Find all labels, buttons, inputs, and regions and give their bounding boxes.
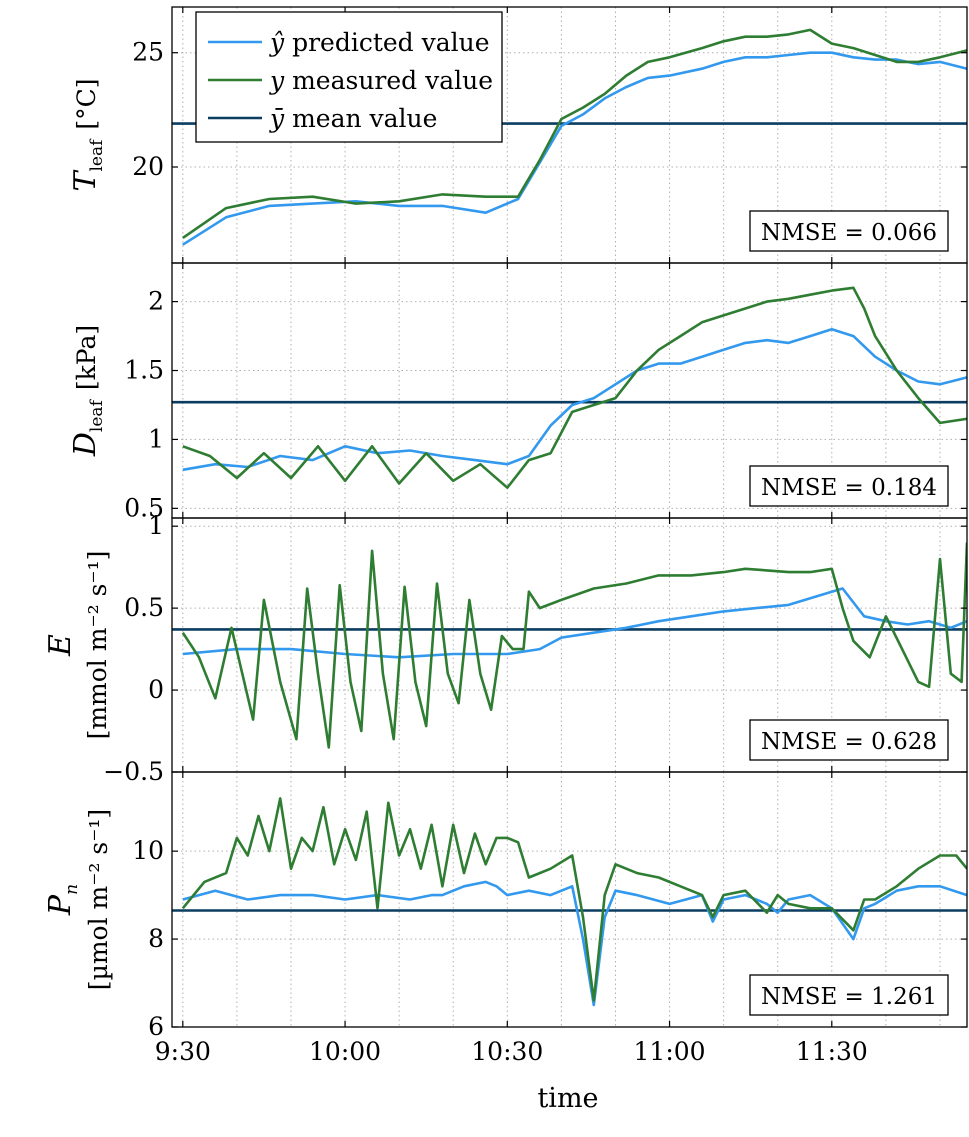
nmse-box — [749, 465, 949, 507]
y-tick-label: 1 — [148, 511, 164, 540]
y-axis-title: Tleaf [°C] — [68, 78, 107, 191]
x-axis-title: time — [537, 1083, 598, 1114]
y-axis-title: Pn[µmol m⁻² s⁻¹] — [43, 809, 113, 990]
y-axis-unit: [mmol m⁻² s⁻¹] — [83, 551, 112, 740]
legend-label-predicted: ŷ predicted value — [269, 28, 490, 57]
panel-4: 6 8 10 Pn[µmol m⁻² s⁻¹] NMSE = 1.261 — [43, 771, 968, 1041]
y-axis-title: E [mmol m⁻² s⁻¹] — [43, 551, 112, 740]
y-tick-label: 8 — [148, 924, 164, 953]
y-axis-subscript: n — [62, 884, 82, 895]
legend-symbol: ȳ — [269, 104, 292, 133]
legend-label-mean: ȳ mean value — [269, 104, 437, 133]
series-line-measured — [181, 542, 967, 749]
panel-frame — [171, 771, 968, 1028]
y-axis-subscript: leaf — [87, 398, 107, 432]
legend-symbol: ŷ — [269, 28, 292, 57]
x-tick-label: 10:00 — [309, 1037, 381, 1066]
legend-label-measured: y measured value — [269, 66, 493, 95]
y-tick-label: 6 — [148, 1012, 164, 1041]
nmse-label: NMSE = 0.066 — [761, 220, 937, 246]
y-axis-unit: [µmol m⁻² s⁻¹] — [84, 809, 113, 990]
panel-1: 20 25 Tleaf [°C] NMSE = 0.066 — [68, 6, 968, 264]
x-tick-label: 11:30 — [796, 1037, 868, 1066]
series-line-measured — [182, 28, 967, 239]
series-line-predicted — [182, 880, 967, 1007]
series-line-measured — [181, 797, 967, 1002]
x-tick-label: 11:00 — [634, 1037, 706, 1066]
nmse-box — [749, 719, 949, 761]
legend-text: mean value — [292, 104, 437, 133]
series-group — [182, 286, 967, 489]
series-line-predicted — [182, 51, 967, 246]
y-axis-title: Dleaf [kPa] — [68, 325, 107, 457]
nmse-box — [749, 974, 949, 1016]
y-tick-label: 20 — [132, 152, 164, 181]
y-tick-label: 25 — [132, 38, 164, 67]
y-tick-label: 1 — [148, 424, 164, 453]
x-tick-label: 10:30 — [471, 1037, 543, 1066]
series-line-predicted — [182, 587, 967, 659]
y-tick-label: 2 — [148, 287, 164, 316]
nmse-label: NMSE = 1.261 — [761, 984, 937, 1010]
y-axis-symbol: T — [68, 170, 103, 192]
y-tick-label: 10 — [132, 836, 164, 865]
y-tick-label: 0.5 — [124, 593, 164, 622]
series-line-predicted — [182, 327, 967, 472]
legend-box — [195, 11, 503, 143]
nmse-label: NMSE = 0.184 — [761, 475, 937, 501]
y-axis-unit: [kPa] — [72, 325, 101, 390]
y-axis-symbol: D — [68, 432, 103, 457]
y-axis-symbol: E — [43, 634, 78, 657]
series-group — [182, 28, 967, 246]
legend-text: predicted value — [292, 28, 489, 57]
series-group — [181, 797, 967, 1007]
series-group — [181, 542, 967, 749]
panel-3: −0.5 0 0.5 1 E [mmol m⁻² s⁻¹] NMSE = 0.628 — [43, 511, 968, 786]
legend-text: measured value — [292, 66, 493, 95]
y-axis-subscript: leaf — [87, 138, 107, 172]
y-axis-unit: [°C] — [72, 78, 101, 129]
y-axis-symbol: P — [43, 894, 78, 916]
x-tick-label: 9:30 — [155, 1037, 211, 1066]
y-tick-label: 1.5 — [124, 356, 164, 385]
series-line-measured — [182, 286, 967, 489]
panel-2: 0.5 1 1.5 2 Dleaf [kPa] NMSE = 0.184 — [68, 262, 968, 522]
legend-symbol: y — [269, 66, 292, 95]
nmse-box — [749, 210, 949, 252]
y-tick-label: 0.5 — [124, 493, 164, 522]
y-tick-label: −0.5 — [103, 757, 164, 786]
y-tick-label: 0 — [148, 675, 164, 704]
nmse-label: NMSE = 0.628 — [761, 729, 937, 755]
